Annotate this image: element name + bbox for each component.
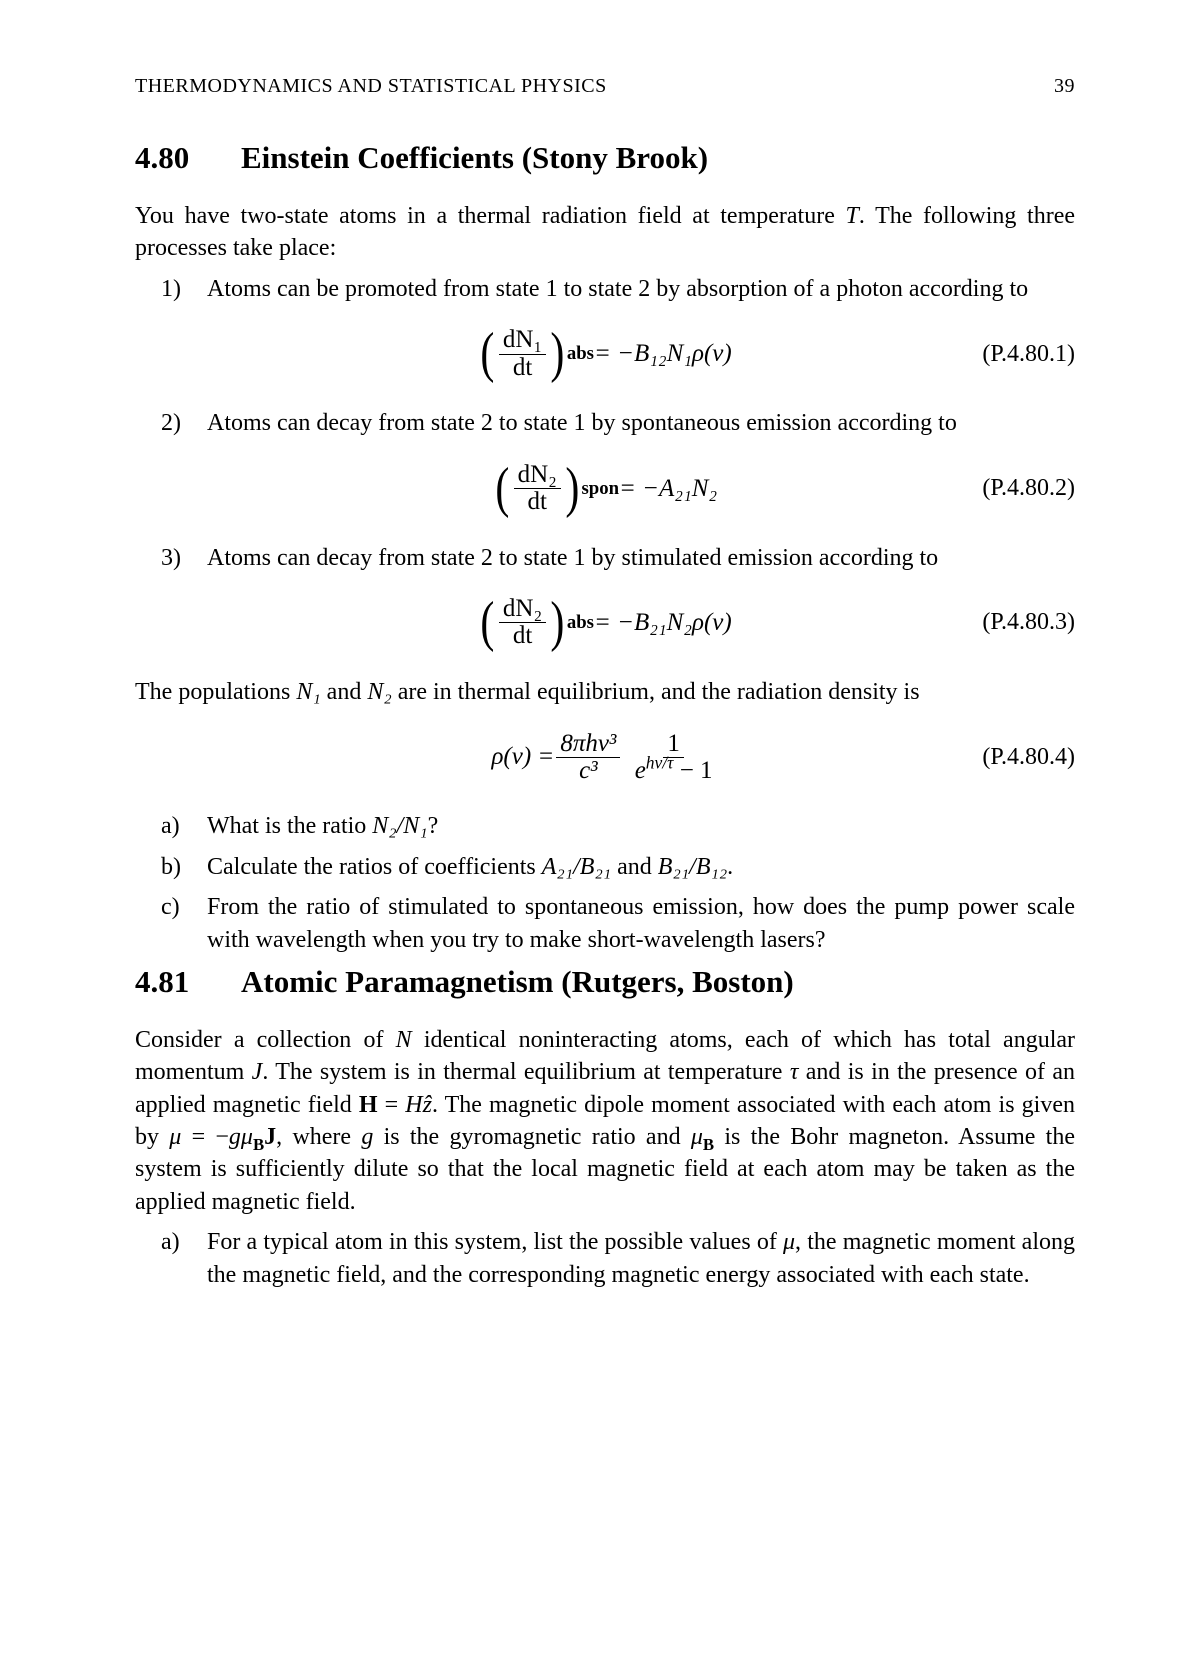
running-head: THERMODYNAMICS AND STATISTICAL PHYSICS 3… <box>135 75 1075 98</box>
process-list: 1) Atoms can be promoted from state 1 to… <box>161 273 1075 305</box>
section-heading-480: 4.80 Einstein Coefficients (Stony Brook) <box>135 140 1075 176</box>
question-list-480: a) What is the ratio N₂/N₁? b) Calculate… <box>161 810 1075 956</box>
running-head-title: THERMODYNAMICS AND STATISTICAL PHYSICS <box>135 75 607 98</box>
equation-4: ρ(ν) = 8πhν³ c³ 1 ehν/τ − 1 (P.4.80.4) <box>135 722 1075 792</box>
mid-paragraph: The populations N₁ and N₂ are in thermal… <box>135 676 1075 708</box>
q-a: a) What is the ratio N₂/N₁? <box>161 810 1075 842</box>
lparen: ( <box>481 330 495 378</box>
list-item-1: 1) Atoms can be promoted from state 1 to… <box>161 273 1075 305</box>
section-number: 4.80 <box>135 140 205 176</box>
paragraph-481: Consider a collection of N identical non… <box>135 1024 1075 1218</box>
rparen: ) <box>551 330 565 378</box>
equation-3: ( dN₂ dt )abs = −B₂₁N₂ρ(ν) (P.4.80.3) <box>135 588 1075 658</box>
equation-tag: (P.4.80.3) <box>982 609 1075 636</box>
item-marker: 1) <box>161 273 191 305</box>
q-a-481: a) For a typical atom in this system, li… <box>161 1226 1075 1291</box>
item-body: Atoms can be promoted from state 1 to st… <box>207 273 1075 305</box>
q-b: b) Calculate the ratios of coefficients … <box>161 851 1075 883</box>
list-item-2: 2) Atoms can decay from state 2 to state… <box>161 407 1075 439</box>
page: THERMODYNAMICS AND STATISTICAL PHYSICS 3… <box>0 0 1200 1677</box>
section-title: Einstein Coefficients (Stony Brook) <box>241 140 708 176</box>
q-c: c) From the ratio of stimulated to spont… <box>161 891 1075 956</box>
section-number: 4.81 <box>135 964 205 1000</box>
intro-paragraph: You have two-state atoms in a thermal ra… <box>135 200 1075 265</box>
process-list-3: 3) Atoms can decay from state 2 to state… <box>161 542 1075 574</box>
equation-tag: (P.4.80.4) <box>982 744 1075 771</box>
section-heading-481: 4.81 Atomic Paramagnetism (Rutgers, Bost… <box>135 964 1075 1000</box>
item-body: Atoms can decay from state 2 to state 1 … <box>207 407 1075 439</box>
process-list-2: 2) Atoms can decay from state 2 to state… <box>161 407 1075 439</box>
equation-tag: (P.4.80.2) <box>982 475 1075 502</box>
list-item-3: 3) Atoms can decay from state 2 to state… <box>161 542 1075 574</box>
equation-2: ( dN₂ dt )spon = −A₂₁N₂ (P.4.80.2) <box>135 454 1075 524</box>
equation-tag: (P.4.80.1) <box>982 341 1075 368</box>
item-body: Atoms can decay from state 2 to state 1 … <box>207 542 1075 574</box>
item-marker: 2) <box>161 407 191 439</box>
equation-1: ( dN₁ dt )abs = −B₁₂N₁ρ(ν) (P.4.80.1) <box>135 319 1075 389</box>
section-title: Atomic Paramagnetism (Rutgers, Boston) <box>241 964 794 1000</box>
item-marker: 3) <box>161 542 191 574</box>
question-list-481: a) For a typical atom in this system, li… <box>161 1226 1075 1291</box>
page-number: 39 <box>1054 75 1075 98</box>
